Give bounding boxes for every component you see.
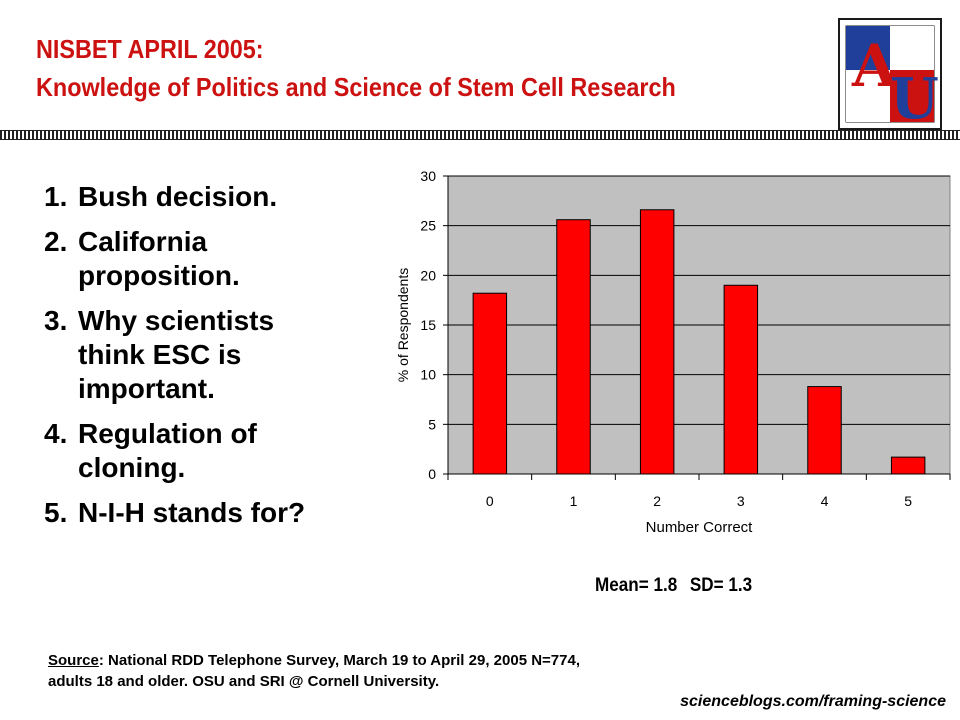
slide-title: NISBET APRIL 2005: Knowledge of Politics… (36, 30, 676, 106)
question-list: 1. Bush decision. 2. California propositio… (44, 180, 398, 541)
title-line-2: Knowledge of Politics and Science of Ste… (36, 72, 676, 102)
item-text: N-I-H stands for? (78, 497, 306, 528)
y-tick-label: 30 (420, 168, 436, 184)
y-tick-label: 20 (420, 267, 436, 283)
x-tick-label: 4 (821, 493, 829, 509)
bar (807, 386, 842, 475)
item-text: Regulation of cloning. (78, 418, 257, 483)
mean-value: Mean= 1.8 (595, 575, 678, 596)
item-number: 4. (44, 418, 68, 449)
bar (723, 284, 759, 475)
y-tick-label: 0 (428, 466, 436, 482)
source-note: Source: National RDD Telephone Survey, M… (48, 650, 608, 692)
au-logo: A U (838, 18, 942, 132)
list-item: 3. Why scientists think ESC is important. (44, 304, 398, 406)
list-item: 2. California proposition. (44, 225, 398, 293)
x-axis-label: Number Correct (646, 519, 754, 536)
item-number: 2. (44, 226, 68, 257)
x-tick-label: 1 (570, 493, 578, 509)
bars (472, 209, 926, 475)
list-item: 5. N-I-H stands for? (44, 496, 398, 530)
y-tick-label: 5 (428, 416, 436, 432)
bar (639, 209, 675, 475)
bar (472, 292, 508, 475)
sd-value: SD= 1.3 (689, 575, 753, 596)
summary-stats: Mean= 1.8 SD= 1.3 (595, 575, 752, 597)
list-item: 4. Regulation of cloning. (44, 417, 398, 485)
header-divider (0, 130, 960, 140)
gridlines (448, 175, 950, 425)
y-tick-label: 10 (420, 367, 436, 383)
svg-text:A: A (851, 32, 898, 100)
title-line-1: NISBET APRIL 2005: (36, 34, 264, 64)
x-tick-label: 2 (653, 493, 661, 509)
x-tick-label: 0 (486, 493, 494, 509)
x-ticks: 0 1 2 3 4 5 (447, 474, 951, 509)
y-axis-label: % of Respondents (395, 268, 411, 382)
source-url: scienceblogs.com/framing-science (680, 693, 946, 710)
y-ticks: 0 5 10 15 20 25 30 (420, 168, 448, 482)
bar-chart: 0 5 10 15 20 25 30 0 1 2 3 4 5 % of Respondents Num… (395, 168, 951, 536)
bar (556, 219, 591, 475)
y-tick-label: 15 (420, 317, 436, 333)
x-tick-label: 3 (737, 493, 745, 509)
source-label: Source (48, 652, 99, 669)
item-text: Bush decision. (78, 181, 278, 212)
item-number: 5. (44, 497, 68, 528)
item-text: Why scientists think ESC is important. (78, 305, 275, 404)
source-text: : National RDD Telephone Survey, March 1… (48, 652, 580, 690)
item-number: 3. (44, 305, 68, 336)
item-number: 1. (44, 181, 68, 212)
item-text: California proposition. (78, 226, 240, 291)
x-tick-label: 5 (904, 493, 912, 509)
bar (890, 456, 926, 475)
y-tick-label: 25 (420, 218, 436, 234)
list-item: 1. Bush decision. (44, 180, 398, 214)
svg-text:U: U (890, 66, 939, 128)
